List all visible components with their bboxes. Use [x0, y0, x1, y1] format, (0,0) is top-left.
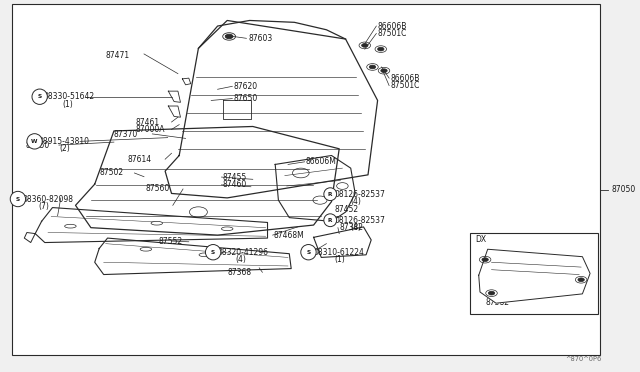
Text: 87382: 87382 — [485, 298, 509, 307]
Circle shape — [225, 34, 233, 39]
Ellipse shape — [140, 247, 152, 251]
Text: ^870^0P6: ^870^0P6 — [565, 356, 602, 362]
Ellipse shape — [151, 221, 163, 225]
Ellipse shape — [301, 244, 316, 260]
Text: S: S — [211, 250, 215, 255]
Text: 08360-82098: 08360-82098 — [22, 195, 74, 203]
Text: S: S — [38, 94, 42, 99]
Text: S: S — [307, 250, 310, 255]
Text: 08915-43810: 08915-43810 — [38, 137, 90, 146]
Text: 87501C: 87501C — [390, 81, 420, 90]
Polygon shape — [76, 126, 339, 235]
Text: 87452: 87452 — [334, 205, 358, 214]
Text: (2): (2) — [60, 144, 70, 153]
Text: 08330-51642: 08330-51642 — [44, 92, 95, 101]
Polygon shape — [35, 208, 268, 243]
Text: R: R — [328, 218, 333, 223]
Text: 87502: 87502 — [99, 169, 124, 177]
Text: S: S — [16, 196, 20, 202]
Text: 87000A: 87000A — [136, 125, 165, 134]
Text: 87650: 87650 — [234, 94, 258, 103]
Ellipse shape — [10, 191, 26, 207]
Polygon shape — [95, 238, 291, 275]
Text: 87603: 87603 — [248, 34, 273, 43]
Text: 87552: 87552 — [159, 237, 183, 246]
Text: 86606B: 86606B — [390, 74, 420, 83]
Text: 87468M: 87468M — [274, 231, 305, 240]
Circle shape — [578, 278, 584, 282]
Text: 87460: 87460 — [223, 180, 247, 189]
Ellipse shape — [221, 227, 233, 231]
Ellipse shape — [205, 244, 221, 260]
Text: (1): (1) — [334, 255, 345, 264]
Circle shape — [381, 69, 387, 73]
Ellipse shape — [65, 224, 76, 228]
Polygon shape — [275, 155, 355, 221]
Ellipse shape — [32, 89, 47, 105]
Text: 08126-82537: 08126-82537 — [334, 216, 385, 225]
Text: DX: DX — [475, 235, 486, 244]
Text: 87050: 87050 — [611, 185, 636, 194]
Text: 87370: 87370 — [114, 130, 138, 139]
Bar — [470, 232, 598, 314]
Text: 87501C: 87501C — [378, 29, 407, 38]
Text: (7): (7) — [38, 202, 49, 211]
Text: 87560: 87560 — [146, 185, 170, 193]
Ellipse shape — [27, 134, 42, 149]
Text: 86606M: 86606M — [306, 157, 337, 166]
Text: 87382: 87382 — [339, 223, 364, 232]
Polygon shape — [165, 20, 378, 198]
Text: 86606B: 86606B — [378, 22, 407, 31]
Text: 08310-61224: 08310-61224 — [314, 248, 364, 257]
Text: 87471: 87471 — [106, 51, 130, 60]
Circle shape — [482, 258, 488, 262]
Text: 08126-82537: 08126-82537 — [334, 190, 385, 199]
Text: 87461: 87461 — [136, 118, 160, 126]
Text: (4): (4) — [351, 197, 362, 206]
Text: (1): (1) — [63, 100, 74, 109]
Text: (4): (4) — [236, 255, 246, 264]
Text: 87620: 87620 — [234, 82, 258, 91]
Text: 87368: 87368 — [227, 268, 252, 277]
Text: 87350: 87350 — [26, 141, 50, 150]
Polygon shape — [479, 249, 590, 303]
Text: 08320-41296: 08320-41296 — [218, 248, 269, 257]
Circle shape — [369, 65, 376, 69]
Circle shape — [488, 291, 495, 295]
Text: 87614: 87614 — [128, 155, 152, 164]
Text: W: W — [31, 139, 38, 144]
Text: (4): (4) — [351, 223, 362, 232]
Text: 87455: 87455 — [223, 173, 247, 182]
Ellipse shape — [199, 253, 211, 257]
Circle shape — [362, 44, 368, 47]
Text: R: R — [328, 192, 333, 197]
Circle shape — [378, 47, 384, 51]
Polygon shape — [314, 227, 371, 257]
Ellipse shape — [324, 188, 337, 201]
Ellipse shape — [324, 214, 337, 227]
